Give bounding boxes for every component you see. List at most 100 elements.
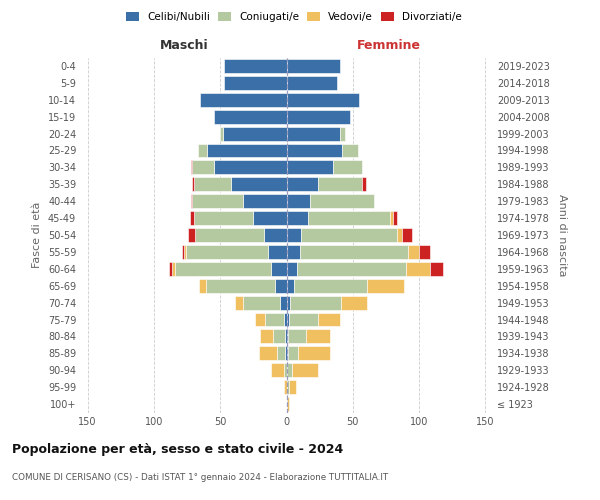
Bar: [197, 144, 207, 158]
Bar: [193, 194, 243, 208]
Bar: [419, 245, 430, 259]
Y-axis label: Anni di nascita: Anni di nascita: [557, 194, 566, 276]
Bar: [287, 312, 289, 326]
Bar: [287, 59, 340, 73]
Bar: [390, 211, 392, 225]
Bar: [287, 211, 308, 225]
Text: Femmine: Femmine: [357, 40, 421, 52]
Bar: [292, 364, 319, 377]
Bar: [406, 262, 430, 276]
Bar: [253, 211, 287, 225]
Text: COMUNE DI CERISANO (CS) - Dati ISTAT 1° gennaio 2024 - Elaborazione TUTTITALIA.I: COMUNE DI CERISANO (CS) - Dati ISTAT 1° …: [12, 472, 388, 482]
Bar: [231, 178, 287, 191]
Bar: [287, 397, 289, 411]
Bar: [243, 194, 287, 208]
Bar: [287, 160, 333, 174]
Text: Popolazione per età, sesso e stato civile - 2024: Popolazione per età, sesso e stato civil…: [12, 442, 343, 456]
Y-axis label: Fasce di età: Fasce di età: [32, 202, 42, 268]
Bar: [243, 296, 280, 310]
Bar: [193, 178, 194, 191]
Bar: [199, 279, 206, 292]
Bar: [268, 245, 287, 259]
Bar: [289, 380, 296, 394]
Text: Maschi: Maschi: [160, 40, 208, 52]
Bar: [287, 296, 290, 310]
Bar: [220, 126, 223, 140]
Bar: [290, 296, 341, 310]
Bar: [301, 228, 397, 242]
Bar: [287, 330, 288, 344]
Bar: [186, 245, 268, 259]
Bar: [287, 194, 310, 208]
Bar: [307, 330, 330, 344]
Bar: [190, 211, 194, 225]
Bar: [287, 126, 340, 140]
Bar: [265, 312, 284, 326]
Bar: [214, 160, 287, 174]
Bar: [287, 262, 297, 276]
Bar: [295, 279, 367, 292]
Bar: [259, 346, 277, 360]
Bar: [402, 228, 412, 242]
Bar: [340, 126, 345, 140]
Bar: [319, 312, 340, 326]
Bar: [224, 76, 287, 90]
Bar: [310, 194, 374, 208]
Bar: [280, 296, 287, 310]
Bar: [206, 279, 275, 292]
Bar: [264, 228, 287, 242]
Bar: [188, 228, 195, 242]
Bar: [271, 364, 284, 377]
Bar: [285, 330, 287, 344]
Bar: [319, 178, 362, 191]
Bar: [194, 211, 253, 225]
Bar: [284, 312, 287, 326]
Bar: [430, 262, 443, 276]
Bar: [287, 178, 319, 191]
Bar: [362, 178, 366, 191]
Bar: [288, 346, 298, 360]
Bar: [342, 144, 358, 158]
Bar: [297, 262, 406, 276]
Bar: [277, 346, 285, 360]
Bar: [367, 279, 404, 292]
Bar: [260, 330, 273, 344]
Bar: [224, 59, 287, 73]
Bar: [288, 330, 307, 344]
Bar: [195, 228, 264, 242]
Bar: [287, 279, 295, 292]
Bar: [191, 160, 193, 174]
Bar: [214, 110, 287, 124]
Bar: [308, 211, 390, 225]
Bar: [341, 296, 367, 310]
Bar: [287, 380, 289, 394]
Bar: [287, 110, 350, 124]
Bar: [191, 194, 193, 208]
Bar: [273, 330, 285, 344]
Bar: [285, 346, 287, 360]
Bar: [287, 364, 292, 377]
Bar: [184, 245, 186, 259]
Bar: [284, 364, 287, 377]
Bar: [287, 144, 342, 158]
Bar: [254, 312, 265, 326]
Bar: [287, 346, 288, 360]
Bar: [223, 126, 287, 140]
Bar: [298, 346, 330, 360]
Bar: [207, 144, 287, 158]
Bar: [200, 93, 287, 106]
Bar: [175, 262, 271, 276]
Bar: [275, 279, 287, 292]
Bar: [392, 211, 397, 225]
Bar: [287, 76, 337, 90]
Bar: [169, 262, 172, 276]
Bar: [193, 160, 214, 174]
Bar: [397, 228, 402, 242]
Bar: [300, 245, 409, 259]
Bar: [287, 228, 301, 242]
Bar: [287, 93, 359, 106]
Bar: [172, 262, 175, 276]
Bar: [271, 262, 287, 276]
Bar: [235, 296, 243, 310]
Bar: [194, 178, 231, 191]
